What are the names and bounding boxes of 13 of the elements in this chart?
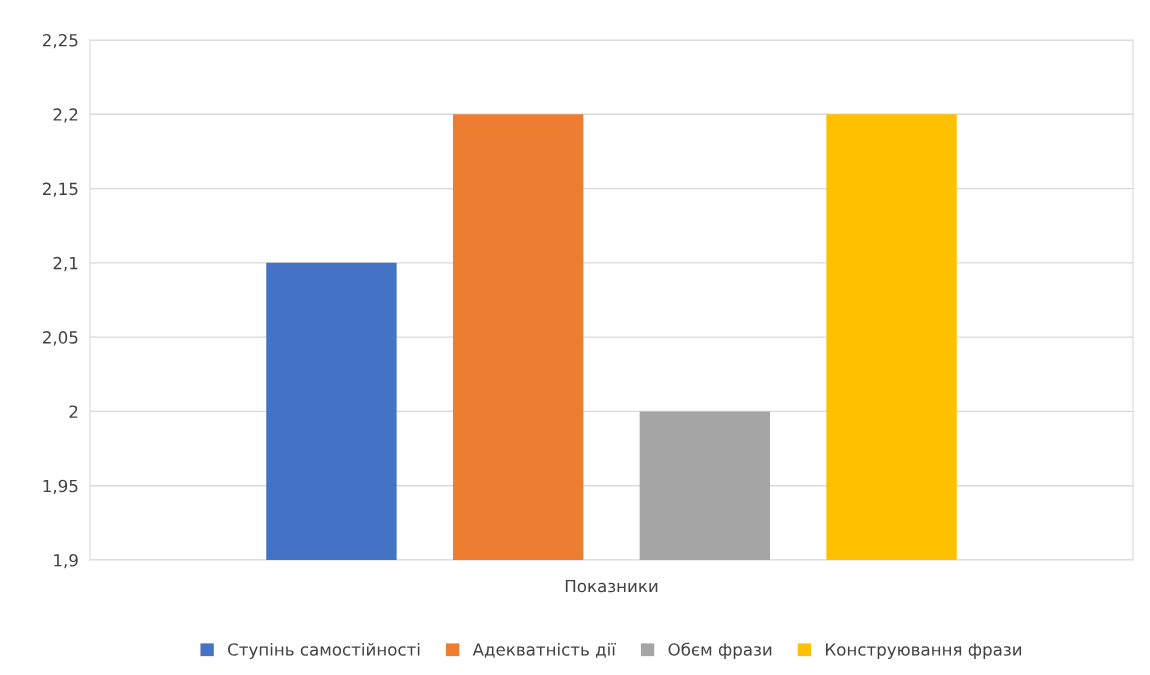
y-tick-label: 2,25 <box>43 33 78 49</box>
y-tick-label: 2,05 <box>43 331 78 346</box>
y-tick-label: 1,9 <box>54 553 78 569</box>
legend-label: Ступінь самостійності <box>228 642 420 660</box>
x-tick-label: Показники <box>565 579 658 593</box>
y-tick-label: 1,95 <box>43 479 78 494</box>
y-tick-label: 2,15 <box>43 182 78 197</box>
legend-label: Адекватність дії <box>472 642 616 658</box>
legend-label: Обєм фрази <box>668 642 772 660</box>
y-tick-label: 2,2 <box>53 108 78 123</box>
y-tick-label: 2,1 <box>53 256 78 272</box>
legend-label: Конструювання фрази <box>826 643 1022 660</box>
y-tick-label: 2 <box>69 405 78 418</box>
